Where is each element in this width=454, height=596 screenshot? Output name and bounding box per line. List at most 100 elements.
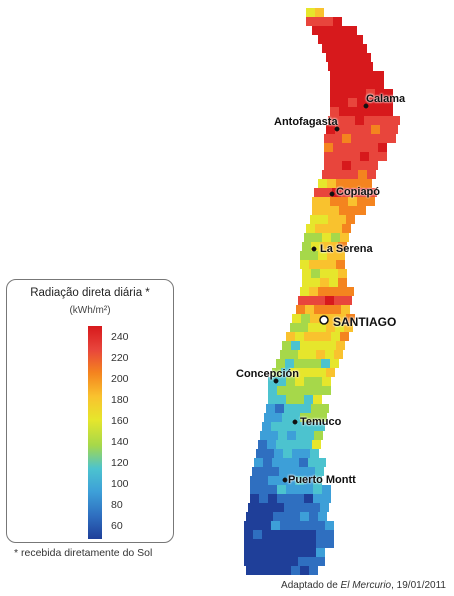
radiation-cell — [331, 170, 340, 179]
radiation-cell — [253, 530, 262, 539]
radiation-cell — [291, 413, 300, 422]
radiation-cell — [330, 71, 339, 80]
radiation-cell — [333, 161, 342, 170]
radiation-cell — [369, 143, 378, 152]
radiation-cell — [339, 107, 348, 116]
radiation-cell — [253, 521, 262, 530]
radiation-cell — [280, 422, 289, 431]
radiation-cell — [348, 98, 357, 107]
radiation-cell — [300, 512, 309, 521]
radiation-cell — [339, 98, 348, 107]
radiation-cell — [286, 332, 295, 341]
radiation-cell — [292, 449, 301, 458]
radiation-cell — [307, 422, 316, 431]
radiation-cell — [348, 107, 357, 116]
radiation-cell — [274, 449, 283, 458]
radiation-cell — [313, 377, 322, 386]
radiation-cell — [340, 170, 349, 179]
radiation-cell — [350, 188, 359, 197]
radiation-cell — [333, 134, 342, 143]
radiation-cell — [288, 467, 297, 476]
radiation-cell — [290, 458, 299, 467]
radiation-cell — [317, 323, 326, 332]
radiation-cell — [282, 341, 291, 350]
radiation-cell — [302, 278, 311, 287]
radiation-cell — [312, 359, 321, 368]
radiation-cell — [336, 260, 345, 269]
radiation-cell — [298, 548, 307, 557]
radiation-cell — [349, 170, 358, 179]
radiation-cell — [322, 233, 331, 242]
radiation-cell — [340, 332, 349, 341]
radiation-cell — [324, 152, 333, 161]
radiation-cell — [332, 305, 341, 314]
radiation-cell — [289, 350, 298, 359]
radiation-cell — [285, 359, 294, 368]
radiation-cell — [316, 350, 325, 359]
radiation-cell — [342, 134, 351, 143]
radiation-cell — [384, 107, 393, 116]
radiation-cell — [309, 260, 318, 269]
radiation-cell — [298, 422, 307, 431]
radiation-cell — [330, 197, 339, 206]
radiation-cell — [298, 530, 307, 539]
radiation-cell — [277, 386, 286, 395]
radiation-cell — [313, 233, 322, 242]
radiation-cell — [339, 89, 348, 98]
radiation-cell — [323, 188, 332, 197]
radiation-cell — [268, 386, 277, 395]
radiation-cell — [384, 89, 393, 98]
radiation-cell — [338, 269, 347, 278]
radiation-cell — [298, 296, 307, 305]
radiation-cell — [307, 530, 316, 539]
radiation-cell — [307, 539, 316, 548]
radiation-cell — [310, 449, 319, 458]
radiation-cell — [384, 98, 393, 107]
radiation-cell — [320, 404, 329, 413]
radiation-cell — [324, 161, 333, 170]
radiation-cell — [346, 62, 355, 71]
radiation-cell — [328, 215, 337, 224]
radiation-cell — [337, 116, 346, 125]
radiation-cell — [321, 206, 330, 215]
radiation-cell — [339, 80, 348, 89]
radiation-cell — [334, 350, 343, 359]
radiation-cell — [367, 170, 376, 179]
radiation-cell — [321, 26, 330, 35]
radiation-cell — [342, 152, 351, 161]
radiation-cell — [271, 539, 280, 548]
radiation-cell — [307, 350, 316, 359]
radiation-cell — [275, 404, 284, 413]
radiation-cell — [378, 143, 387, 152]
radiation-cell — [303, 440, 312, 449]
radiation-cell — [304, 386, 313, 395]
city-marker — [273, 378, 279, 384]
radiation-cell — [357, 107, 366, 116]
radiation-cell — [291, 512, 300, 521]
radiation-cell — [269, 431, 278, 440]
radiation-cell — [300, 251, 309, 260]
radiation-cell — [282, 566, 291, 575]
radiation-cell — [340, 44, 349, 53]
radiation-cell — [280, 521, 289, 530]
city-label-temuco: Temuco — [300, 416, 342, 428]
radiation-cell — [332, 188, 341, 197]
radiation-cell — [294, 359, 303, 368]
radiation-cell — [331, 44, 340, 53]
radiation-cell — [315, 467, 324, 476]
radiation-cell — [387, 134, 396, 143]
radiation-cell — [310, 314, 319, 323]
radiation-cell — [324, 224, 333, 233]
city-label-concepcion: Concepción — [236, 368, 299, 380]
radiation-cell — [335, 53, 344, 62]
radiation-cell — [293, 404, 302, 413]
radiation-cell — [286, 494, 295, 503]
radiation-cell — [316, 548, 325, 557]
radiation-cell — [280, 539, 289, 548]
radiation-cell — [265, 449, 274, 458]
radiation-cell — [322, 485, 331, 494]
radiation-cell — [307, 521, 316, 530]
radiation-cell — [325, 521, 334, 530]
radiation-cell — [308, 458, 317, 467]
radiation-cell — [244, 521, 253, 530]
